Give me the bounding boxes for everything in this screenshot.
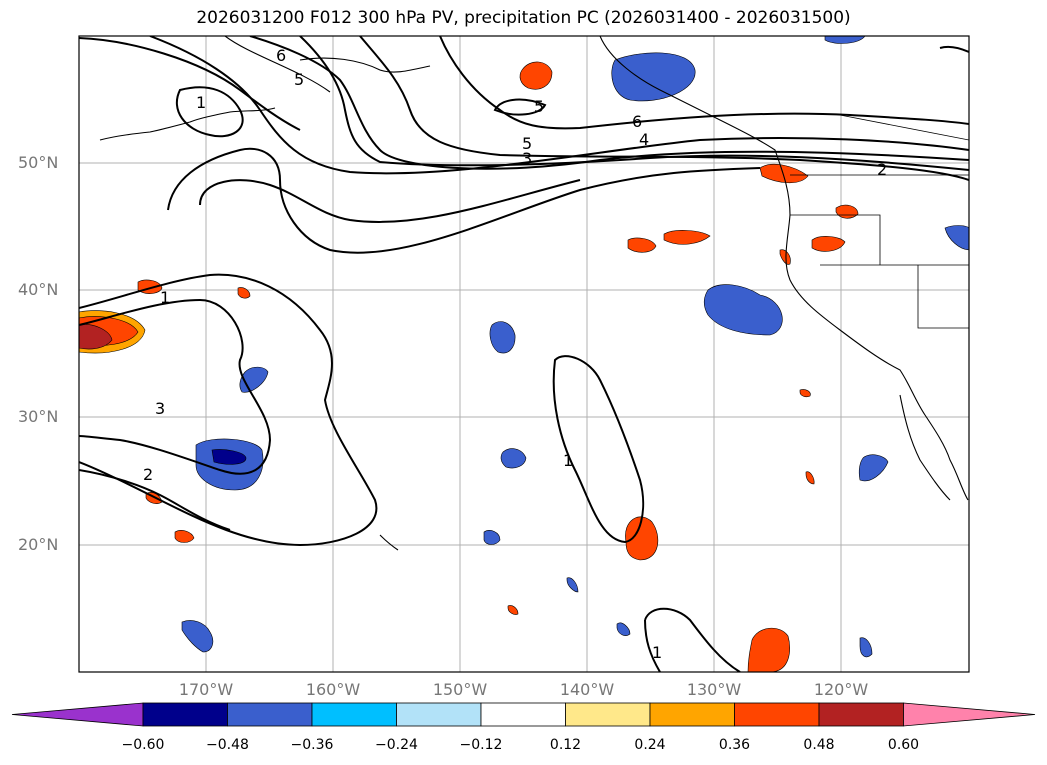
contour-label: 4 bbox=[639, 130, 649, 149]
colorbar-segment bbox=[734, 702, 820, 727]
contour-label: 1 bbox=[160, 288, 170, 307]
lon-label: 120°W bbox=[813, 680, 869, 699]
lon-label: 160°W bbox=[305, 680, 361, 699]
contour-label: 2 bbox=[877, 160, 887, 179]
colorbar-tick-label: 0.24 bbox=[634, 737, 666, 753]
colorbar-tick-label: 0.60 bbox=[887, 737, 920, 753]
colorbar-tick-label: −0.24 bbox=[375, 737, 418, 753]
pv-contours bbox=[79, 36, 969, 672]
colorbar-tick-label: −0.36 bbox=[290, 737, 334, 753]
colorbar-tick-label: 0.12 bbox=[549, 737, 582, 753]
contour-label: 5 bbox=[522, 134, 532, 153]
colorbar-tick-label: −0.48 bbox=[206, 737, 249, 753]
state-borders bbox=[790, 114, 969, 329]
colorbar-segment bbox=[818, 702, 904, 727]
lon-label: 150°W bbox=[432, 680, 488, 699]
colorbar-segment bbox=[649, 702, 735, 727]
lat-label: 30°N bbox=[18, 407, 59, 426]
contour-label: 6 bbox=[632, 112, 642, 131]
contour-label: 3 bbox=[522, 149, 532, 168]
contour-labels: 6 5 1 6 4 5 3 5 1 3 2 1 1 2 bbox=[143, 46, 887, 662]
gridlines bbox=[79, 36, 969, 672]
contour-label: 1 bbox=[196, 93, 206, 112]
lon-label: 140°W bbox=[559, 680, 615, 699]
colorbar-extend-high bbox=[903, 702, 1036, 727]
coastlines bbox=[99, 36, 969, 551]
contour-label: 1 bbox=[563, 451, 573, 470]
colorbar-segment bbox=[227, 702, 313, 727]
lon-label: 170°W bbox=[178, 680, 234, 699]
contour-label: 2 bbox=[143, 465, 153, 484]
map-area[interactable] bbox=[79, 36, 969, 672]
contour-label: 3 bbox=[155, 399, 165, 418]
colorbar-segment bbox=[142, 702, 228, 727]
colorbar-extend-low bbox=[11, 702, 144, 727]
contour-label: 5 bbox=[294, 70, 304, 89]
map-border bbox=[78, 35, 970, 673]
lat-label: 20°N bbox=[18, 535, 59, 554]
colorbar-segment bbox=[480, 702, 566, 727]
map-title: 2026031200 F012 300 hPa PV, precipitatio… bbox=[196, 8, 851, 28]
lat-label: 50°N bbox=[18, 153, 59, 172]
colorbar-tick-label: −0.60 bbox=[121, 737, 165, 753]
contour-label: 1 bbox=[652, 643, 662, 662]
lon-label: 130°W bbox=[686, 680, 742, 699]
colorbar-tick-label: −0.12 bbox=[459, 737, 503, 753]
contour-label: 5 bbox=[534, 97, 544, 116]
colorbar-tick-label: 0.48 bbox=[803, 737, 835, 753]
colorbar-segment bbox=[565, 702, 651, 727]
lat-label: 40°N bbox=[18, 280, 59, 299]
contour-label: 6 bbox=[276, 46, 286, 65]
colorbar bbox=[11, 702, 1036, 727]
colorbar-segment bbox=[311, 702, 397, 727]
colorbar-tick-label: 0.36 bbox=[718, 737, 751, 753]
colorbar-segment bbox=[396, 702, 482, 727]
precip-negative-patches bbox=[181, 36, 969, 658]
